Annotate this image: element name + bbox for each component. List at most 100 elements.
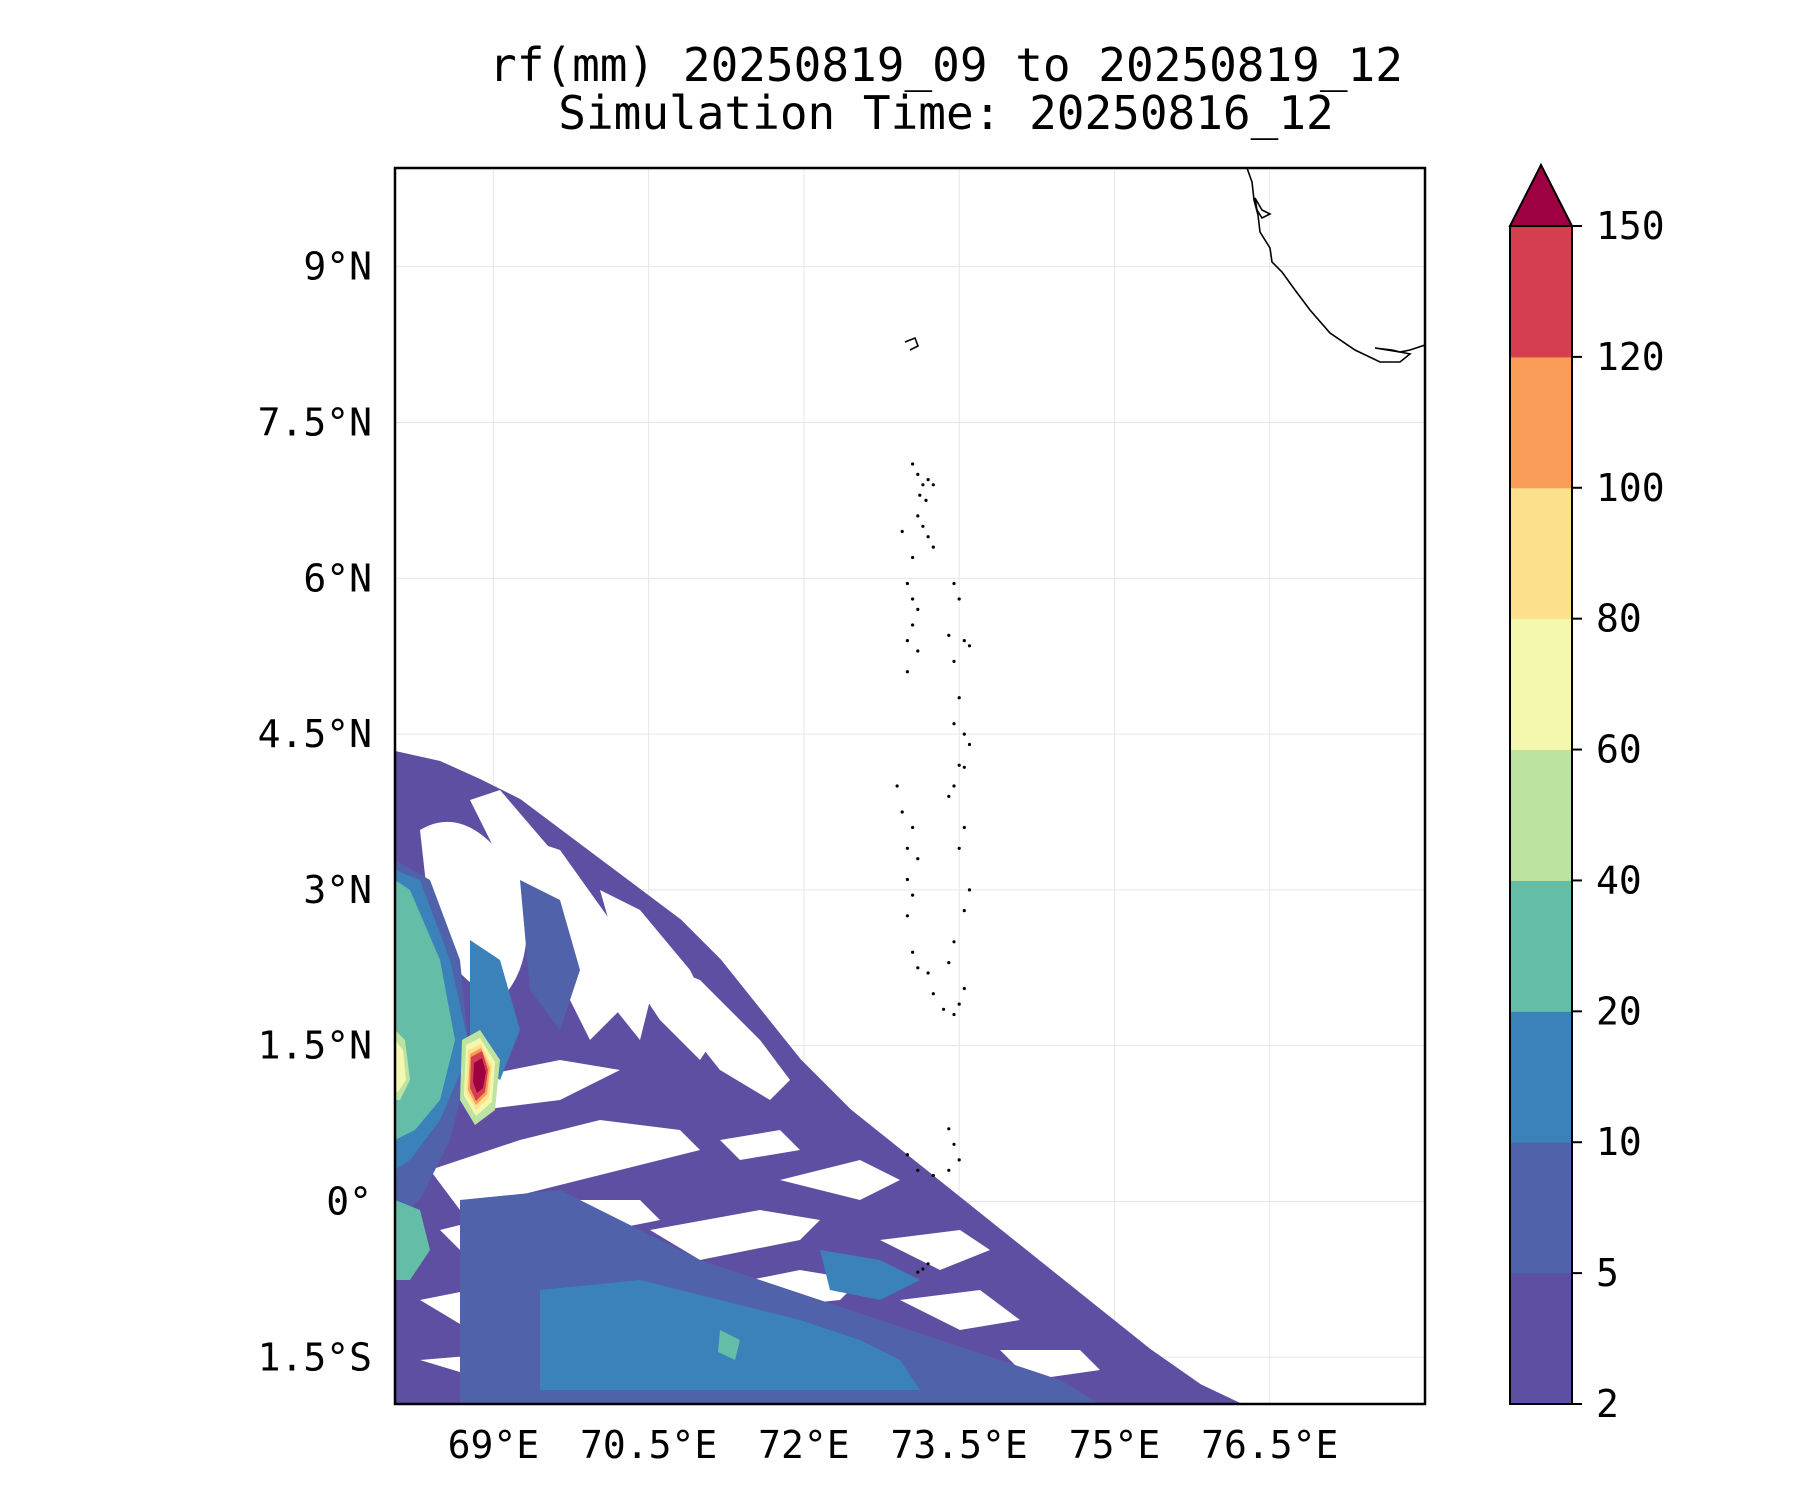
- atoll-dot: [931, 483, 935, 487]
- tick-labels: 69°E 70.5°E 72°E 73.5°E 75°E 76.5°E 9°N 7.5°N 6°…: [258, 245, 1339, 1467]
- atoll-dot: [916, 514, 920, 518]
- lat-tick-label: 6°N: [303, 556, 372, 600]
- atoll-dot: [947, 1168, 951, 1172]
- lon-tick-label: 75°E: [1069, 1423, 1161, 1467]
- atoll-dot: [962, 765, 966, 769]
- lon-tick-label: 76.5°E: [1201, 1423, 1338, 1467]
- atoll-dot: [916, 1168, 920, 1172]
- lat-tick-label: 1.5°S: [258, 1335, 372, 1379]
- atoll-dot: [905, 1153, 910, 1157]
- lat-tick-label: 9°N: [303, 245, 372, 289]
- atoll-dot: [911, 597, 915, 601]
- atoll-dot: [921, 524, 925, 528]
- atoll-dot: [926, 535, 930, 539]
- colorbar-segment: [1510, 880, 1572, 1012]
- atoll-dot: [911, 623, 915, 627]
- map-frame: [393, 166, 1427, 1406]
- atoll-dot: [916, 966, 920, 970]
- colorbar-tick-label: 120: [1596, 335, 1665, 379]
- atoll-dot: [952, 1142, 956, 1146]
- lat-tick-label: 0°: [326, 1179, 372, 1223]
- atoll-dot: [905, 639, 910, 643]
- atoll-dot: [947, 794, 951, 799]
- atoll-dot: [895, 784, 899, 788]
- lon-tick-label: 70.5°E: [580, 1423, 717, 1467]
- atoll-dot: [905, 581, 910, 586]
- atoll-dot: [905, 914, 910, 918]
- atoll-dot: [916, 1270, 920, 1274]
- atoll-dot: [916, 649, 920, 653]
- atoll-dot: [931, 1173, 935, 1178]
- atoll-dot: [916, 857, 920, 861]
- colorbar-segment: [1510, 1011, 1572, 1143]
- atoll-dot: [942, 1007, 946, 1011]
- atoll-dot: [926, 1262, 930, 1266]
- atoll-dot: [957, 696, 961, 700]
- colorbar-tick-label: 100: [1596, 466, 1665, 510]
- atoll-dot: [911, 462, 915, 466]
- atoll-dot: [962, 825, 966, 830]
- atoll-dot: [921, 483, 925, 487]
- coastline: [904, 168, 1425, 363]
- atoll-dot: [952, 722, 956, 726]
- colorbar-tick-label: 2: [1596, 1382, 1619, 1426]
- atoll-dot: [911, 950, 915, 954]
- atoll-dot: [957, 1002, 961, 1006]
- atoll-dot: [957, 1158, 961, 1162]
- india-coast-island: [1254, 197, 1272, 220]
- atoll-dot: [957, 763, 961, 767]
- india-coastline: [1246, 168, 1425, 363]
- colorbar-tick-label: 5: [1596, 1251, 1619, 1295]
- colorbar-extend-arrow: [1508, 162, 1574, 227]
- atoll-dot: [924, 498, 928, 502]
- atoll-dot: [952, 784, 956, 788]
- atoll-dot: [967, 888, 972, 892]
- atoll-dot: [957, 597, 961, 601]
- atoll-dot: [952, 1012, 956, 1017]
- lon-tick-label: 72°E: [758, 1423, 850, 1467]
- atoll-dot: [900, 810, 904, 814]
- atoll-dot: [947, 961, 951, 965]
- colorbar-frame: [1509, 225, 1573, 1405]
- atoll-dot: [947, 633, 951, 638]
- colorbar: 2 5 10 20 40 60 80 100 120 150: [1508, 162, 1665, 1426]
- lat-tick-label: 7.5°N: [258, 400, 372, 444]
- colorbar-segment: [1510, 1142, 1572, 1274]
- atoll-dot: [911, 893, 915, 897]
- lon-tick-label: 73.5°E: [891, 1423, 1028, 1467]
- atoll-dot: [957, 846, 961, 850]
- atoll-dot: [952, 581, 956, 586]
- atoll-dot: [911, 555, 915, 560]
- atoll-dot: [905, 877, 910, 882]
- atoll-dot: [962, 986, 966, 991]
- colorbar-segment: [1510, 1273, 1572, 1405]
- atoll-dot: [962, 639, 966, 643]
- colorbar-tick-label: 150: [1596, 204, 1665, 248]
- colorbar-segment: [1510, 618, 1572, 751]
- maldives-ari-atoll: [904, 336, 920, 351]
- map-subtitle: Simulation Time: 20250816_12: [558, 86, 1334, 140]
- atoll-dot: [911, 825, 915, 830]
- atoll-dot: [962, 732, 966, 736]
- atoll-dot: [926, 478, 930, 482]
- atoll-dot: [952, 940, 956, 944]
- atoll-dot: [905, 670, 910, 674]
- atoll-dot: [916, 607, 920, 612]
- atoll-dot: [926, 971, 930, 975]
- atoll-dot: [947, 1127, 951, 1131]
- atoll-dot: [931, 545, 935, 549]
- rain-band-150-plus: [473, 1058, 486, 1093]
- maldives-atolls: [895, 462, 972, 1274]
- colorbar-segment: [1510, 749, 1572, 881]
- colorbar-segment: [1510, 226, 1572, 358]
- atoll-dot: [962, 909, 966, 913]
- atoll-dot: [921, 1267, 925, 1271]
- atoll-dot: [916, 472, 920, 476]
- atoll-dot: [967, 644, 972, 648]
- lat-tick-label: 1.5°N: [258, 1024, 372, 1068]
- lat-tick-label: 3°N: [303, 868, 372, 912]
- atoll-dot: [967, 742, 972, 747]
- lon-tick-label: 69°E: [448, 1423, 540, 1467]
- colorbar-tick-label: 80: [1596, 597, 1642, 641]
